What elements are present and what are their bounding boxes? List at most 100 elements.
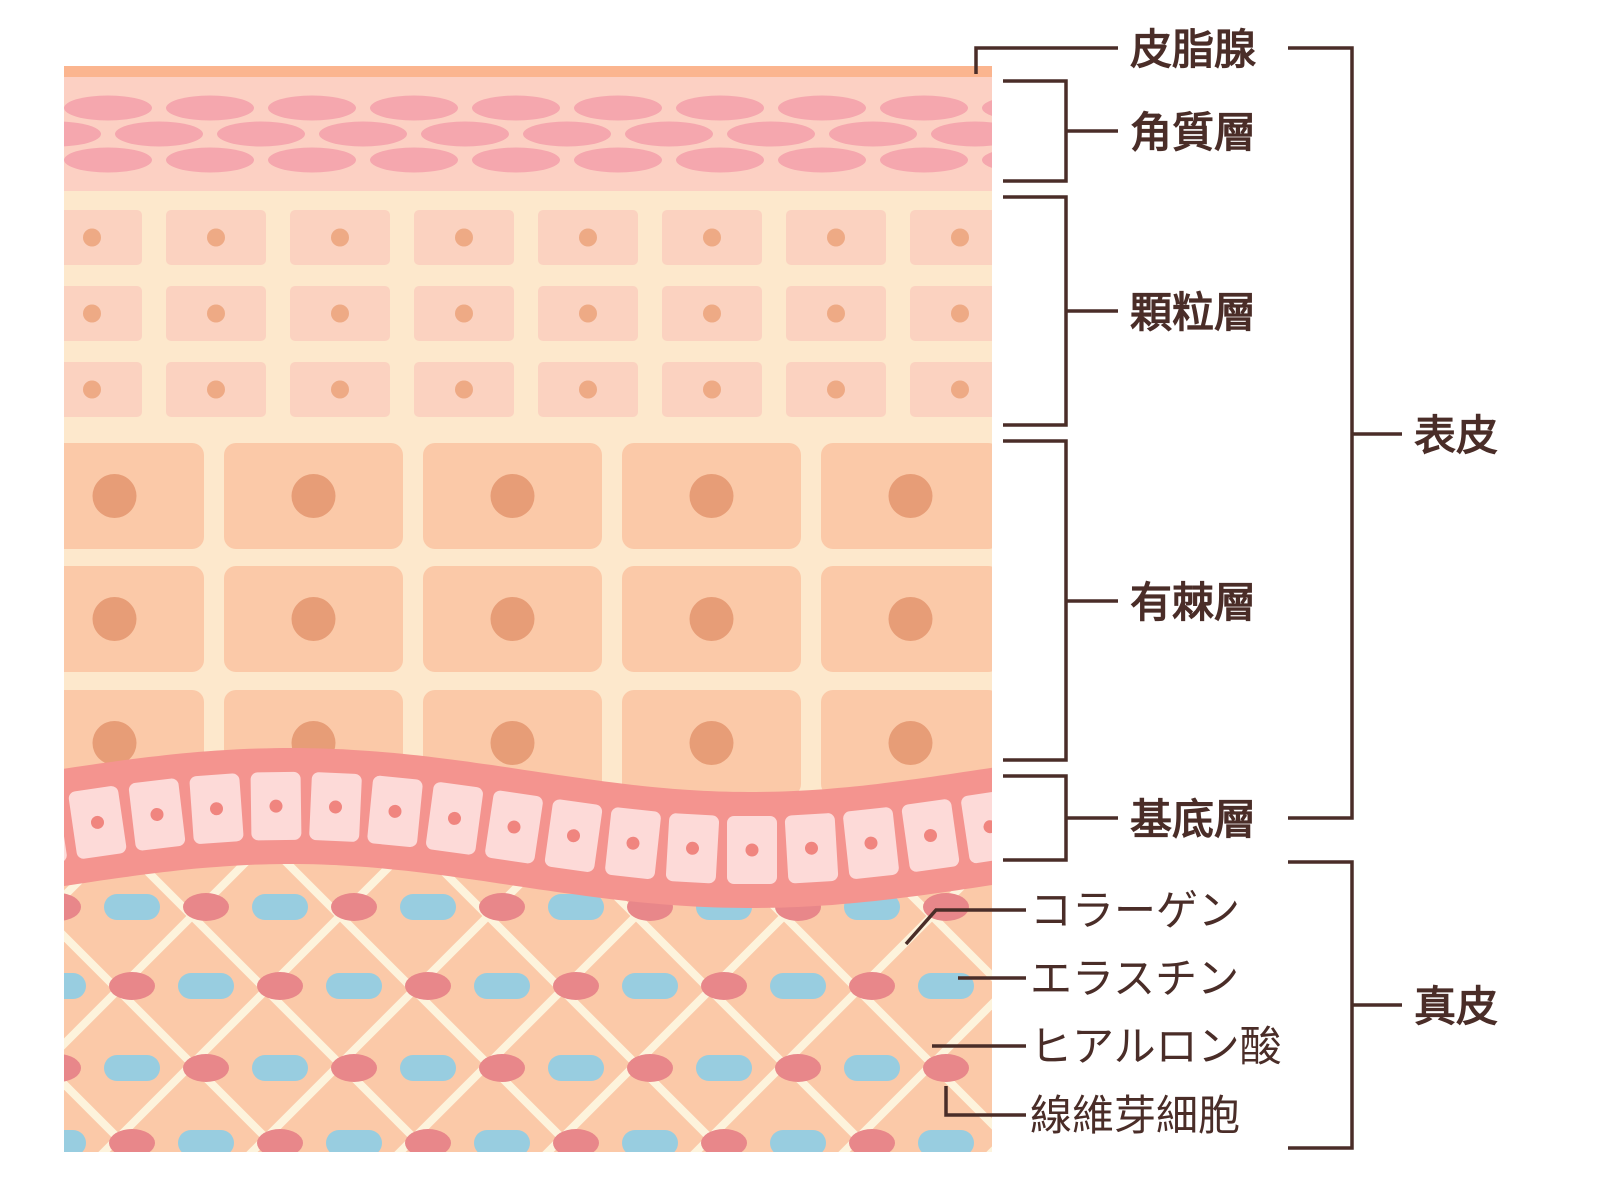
basal-cell-group [68, 786, 127, 859]
granular-nucleus [207, 304, 225, 323]
stratum-corneum-cells [64, 95, 1121, 173]
granular-nucleus [579, 380, 597, 399]
elastin-fiber [844, 1055, 900, 1081]
corneum-cell [166, 95, 254, 121]
elastin-fiber [474, 973, 530, 999]
granular-cell [64, 210, 142, 265]
granular-nucleus [951, 304, 969, 323]
granular-nucleus [331, 304, 349, 323]
granular-nucleus [207, 228, 225, 247]
basal-nucleus [924, 829, 937, 842]
basal-nucleus [567, 829, 580, 843]
corneum-cell [319, 121, 407, 147]
stratum-basale-cells [31, 771, 992, 884]
basal-nucleus [686, 841, 699, 855]
basal-cell-group [843, 807, 899, 879]
elastin-fiber [252, 894, 308, 920]
basal-nucleus [507, 820, 521, 834]
corneum-cell [1033, 122, 1121, 147]
stratum-basale-bracket [1003, 774, 1068, 862]
corneum-cell [982, 152, 992, 168]
basal-cell-group [426, 782, 483, 855]
basal-nucleus [448, 811, 461, 825]
corneum-cell [931, 121, 992, 147]
corneum-cell [166, 147, 254, 173]
basal-cell-group [128, 778, 186, 851]
basal-nucleus [745, 843, 759, 857]
granular-cell [64, 286, 142, 341]
fibroblast-cell [64, 1054, 81, 1082]
granular-nucleus [83, 304, 101, 323]
corneum-cell [778, 147, 866, 173]
corneum-cell [574, 147, 662, 173]
elastin-fiber [770, 973, 826, 999]
basal-cell-group [727, 816, 777, 884]
elastin-fiber [326, 973, 382, 999]
elastin-label: エラスチン [1030, 954, 1239, 1003]
spinous-nucleus [888, 721, 933, 765]
corneum-cell [370, 95, 458, 121]
corneum-cell [523, 121, 611, 147]
corneum-cell [472, 95, 560, 121]
corneum-cell [727, 121, 815, 147]
collagen-leader [904, 908, 1026, 946]
fibroblast-cell [923, 1054, 969, 1082]
corneum-cell [421, 121, 509, 147]
granular-cell [64, 362, 142, 417]
fibroblast-leader [944, 1086, 1026, 1117]
skin-cross-section [0, 66, 1121, 1157]
corneum-cell [880, 95, 968, 121]
granular-nucleus [331, 228, 349, 247]
elastin-fiber [326, 1130, 382, 1152]
granular-nucleus [951, 380, 969, 399]
basal-nucleus [91, 815, 104, 829]
basal-nucleus [626, 836, 640, 850]
fibroblast-cell [479, 1054, 525, 1082]
elastin-fiber [622, 1130, 678, 1152]
fibroblast-cell [64, 893, 81, 921]
fibroblast-cell [331, 1054, 377, 1082]
stratum-granulosum-bracket [1003, 195, 1068, 427]
corneum-cell [64, 95, 152, 121]
spinous-nucleus [490, 474, 535, 518]
spinous-nucleus [291, 597, 336, 641]
elastin-fiber [104, 894, 160, 920]
basal-cell-group [250, 771, 302, 841]
granular-nucleus [579, 304, 597, 323]
spinous-nucleus [92, 721, 137, 765]
basal-nucleus [150, 808, 164, 821]
fibroblast-cell [109, 1129, 155, 1152]
fibroblast-cell [701, 972, 747, 1000]
corneum-cell [982, 100, 992, 116]
basal-nucleus [983, 820, 992, 834]
fibroblast-cell [849, 972, 895, 1000]
corneum-cell [778, 95, 866, 121]
corneum-cell [64, 147, 152, 173]
collagen-fiber [64, 1078, 138, 1152]
basal-cell-group [605, 807, 661, 879]
spinous-nucleus [689, 474, 734, 518]
granular-nucleus [455, 380, 473, 399]
epidermis-label: 表皮 [1414, 411, 1498, 460]
elastin-fiber [400, 894, 456, 920]
elastin-fiber [622, 973, 678, 999]
elastin-fiber [178, 1130, 234, 1152]
sebaceous-gland-leader [974, 46, 1118, 74]
corneum-cell [676, 95, 764, 121]
stratum-spinosum-label: 有棘層 [1130, 578, 1256, 627]
stratum-corneum-label: 角質層 [1130, 108, 1256, 157]
stratum-basale-label: 基底層 [1130, 795, 1256, 844]
fibroblast-cell [0, 1129, 7, 1157]
elastin-fiber [400, 1055, 456, 1081]
elastin-fiber [104, 1055, 160, 1081]
fibroblast-cell [183, 893, 229, 921]
sebum-film [64, 66, 992, 77]
spinous-nucleus [490, 721, 535, 765]
basal-cell-group [784, 813, 839, 884]
collagen-fiber [838, 998, 992, 1152]
fibroblast-label: 線維芽細胞 [1030, 1091, 1240, 1140]
basal-nucleus [31, 824, 46, 839]
basal-nucleus [805, 841, 818, 855]
granular-nucleus [331, 380, 349, 399]
